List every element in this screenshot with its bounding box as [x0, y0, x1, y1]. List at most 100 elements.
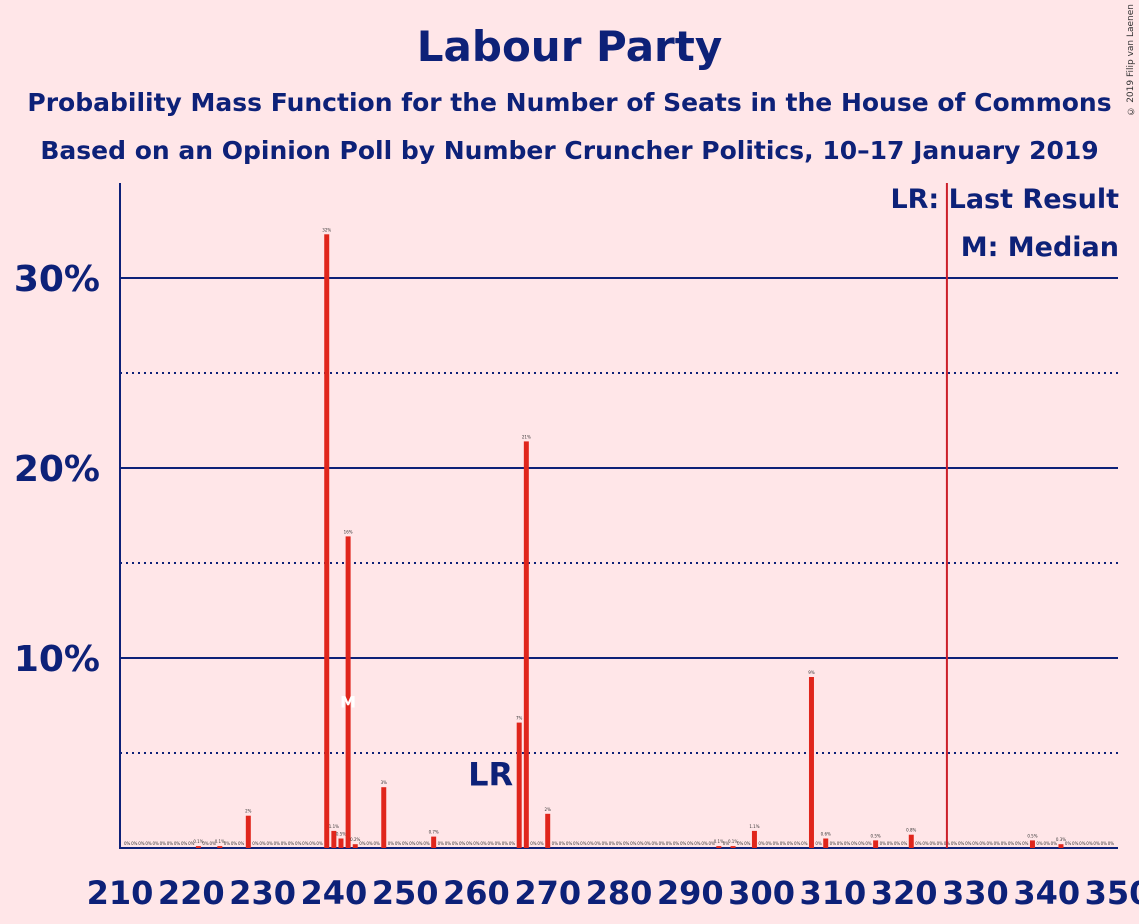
- zero-value-label: 0%: [1065, 841, 1072, 846]
- zero-value-label: 0%: [537, 841, 544, 846]
- zero-value-label: 0%: [766, 841, 773, 846]
- bar-seat-243: [352, 844, 358, 848]
- x-tick-label: 210: [87, 874, 154, 912]
- zero-value-label: 0%: [224, 841, 231, 846]
- zero-value-label: 0%: [160, 841, 167, 846]
- x-tick-label: 310: [799, 874, 866, 912]
- zero-value-label: 0%: [530, 841, 537, 846]
- bar-seat-224: [217, 846, 223, 848]
- zero-value-label: 0%: [488, 841, 495, 846]
- zero-value-label: 0%: [1044, 841, 1051, 846]
- zero-value-label: 0%: [1108, 841, 1115, 846]
- zero-value-label: 0%: [737, 841, 744, 846]
- zero-value-label: 0%: [994, 841, 1001, 846]
- bar-seat-247: [381, 787, 387, 848]
- chart-subtitle-1: Probability Mass Function for the Number…: [27, 88, 1112, 117]
- bar-value-label: 3%: [381, 780, 388, 785]
- zero-value-label: 0%: [951, 841, 958, 846]
- zero-value-label: 0%: [758, 841, 765, 846]
- zero-value-label: 0%: [644, 841, 651, 846]
- zero-value-label: 0%: [594, 841, 601, 846]
- zero-value-label: 0%: [651, 841, 658, 846]
- zero-value-label: 0%: [274, 841, 281, 846]
- zero-value-label: 0%: [602, 841, 609, 846]
- zero-value-label: 0%: [887, 841, 894, 846]
- zero-value-label: 0%: [979, 841, 986, 846]
- zero-value-label: 0%: [673, 841, 680, 846]
- x-tick-label: 340: [1013, 874, 1080, 912]
- bar-seat-270: [545, 813, 551, 848]
- zero-value-label: 0%: [316, 841, 323, 846]
- x-tick-label: 290: [657, 874, 724, 912]
- zero-value-label: 0%: [1086, 841, 1093, 846]
- zero-value-label: 0%: [623, 841, 630, 846]
- zero-value-label: 0%: [167, 841, 174, 846]
- x-tick-label: 260: [443, 874, 510, 912]
- bar-value-label: 0.1%: [193, 839, 203, 844]
- zero-value-label: 0%: [1079, 841, 1086, 846]
- zero-value-label: 0%: [708, 841, 715, 846]
- zero-value-label: 0%: [466, 841, 473, 846]
- zero-value-label: 0%: [152, 841, 159, 846]
- zero-value-label: 0%: [302, 841, 309, 846]
- bar-value-label: 0.5%: [871, 833, 881, 838]
- zero-value-label: 0%: [209, 841, 216, 846]
- zero-value-label: 0%: [416, 841, 423, 846]
- zero-value-label: 0%: [744, 841, 751, 846]
- zero-value-label: 0%: [288, 841, 295, 846]
- bar-value-label: 0.6%: [821, 832, 831, 837]
- zero-value-label: 0%: [1101, 841, 1108, 846]
- bar-value-label: 0.8%: [906, 828, 916, 833]
- zero-value-label: 0%: [388, 841, 395, 846]
- zero-value-label: 0%: [815, 841, 822, 846]
- zero-value-label: 0%: [937, 841, 944, 846]
- zero-value-label: 0%: [552, 841, 559, 846]
- zero-value-label: 0%: [915, 841, 922, 846]
- zero-value-label: 0%: [865, 841, 872, 846]
- bar-value-label: 0.7%: [429, 830, 439, 835]
- zero-value-label: 0%: [965, 841, 972, 846]
- legend-median: M: Median: [960, 232, 1119, 263]
- last-result-label: LR: [468, 755, 513, 793]
- x-tick-label: 320: [871, 874, 938, 912]
- zero-value-label: 0%: [566, 841, 573, 846]
- bar-seat-241: [338, 838, 344, 848]
- median-marker: M: [340, 692, 356, 711]
- x-tick-label: 280: [586, 874, 653, 912]
- bar-value-label: 1.1%: [329, 824, 339, 829]
- bar-value-label: 7%: [516, 716, 523, 721]
- zero-value-label: 0%: [445, 841, 452, 846]
- zero-value-label: 0%: [780, 841, 787, 846]
- zero-value-label: 0%: [459, 841, 466, 846]
- y-tick-label: 10%: [14, 639, 100, 680]
- zero-value-label: 0%: [851, 841, 858, 846]
- zero-value-label: 0%: [929, 841, 936, 846]
- zero-value-label: 0%: [131, 841, 138, 846]
- zero-value-label: 0%: [1072, 841, 1079, 846]
- zero-value-label: 0%: [281, 841, 288, 846]
- bar-seat-242: [345, 536, 351, 848]
- zero-value-label: 0%: [609, 841, 616, 846]
- zero-value-label: 0%: [972, 841, 979, 846]
- zero-value-label: 0%: [452, 841, 459, 846]
- zero-value-label: 0%: [830, 841, 837, 846]
- bar-value-label: 2%: [545, 807, 552, 812]
- zero-value-label: 0%: [723, 841, 730, 846]
- x-tick-label: 330: [942, 874, 1009, 912]
- zero-value-label: 0%: [680, 841, 687, 846]
- zero-value-label: 0%: [438, 841, 445, 846]
- zero-value-label: 0%: [787, 841, 794, 846]
- x-tick-label: 350: [1085, 874, 1139, 912]
- y-tick-label: 20%: [14, 449, 100, 490]
- x-tick-label: 300: [728, 874, 795, 912]
- zero-value-label: 0%: [174, 841, 181, 846]
- zero-value-label: 0%: [473, 841, 480, 846]
- zero-value-label: 0%: [801, 841, 808, 846]
- zero-value-label: 0%: [701, 841, 708, 846]
- zero-value-label: 0%: [1051, 841, 1058, 846]
- bar-seat-316: [873, 840, 879, 848]
- zero-value-label: 0%: [395, 841, 402, 846]
- zero-value-label: 0%: [259, 841, 266, 846]
- zero-value-label: 0%: [423, 841, 430, 846]
- zero-value-label: 0%: [295, 841, 302, 846]
